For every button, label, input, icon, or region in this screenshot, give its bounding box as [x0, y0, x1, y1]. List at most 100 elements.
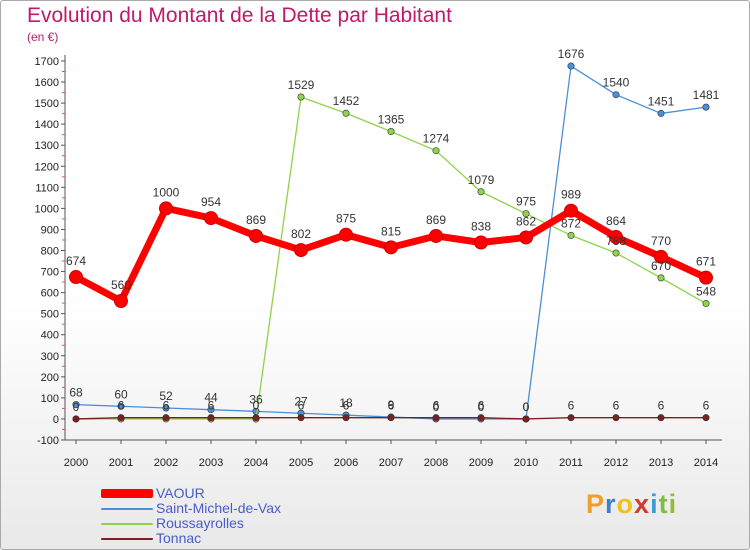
data-point [162, 404, 170, 412]
series-line-roussayrolles [75, 96, 707, 420]
data-label: 6 [433, 399, 440, 413]
data-label: 548 [696, 285, 716, 299]
data-point [522, 415, 530, 423]
y-tick-label: 400 [41, 330, 59, 342]
legend-swatch [101, 489, 153, 498]
proxiti-logo: Proxiti [586, 489, 677, 520]
x-tick-label: 2006 [334, 457, 358, 469]
data-point [69, 270, 83, 285]
y-tick-label: 900 [41, 224, 59, 236]
logo-letter: x [634, 489, 651, 519]
legend-swatch [101, 522, 153, 525]
data-label: 838 [471, 219, 491, 233]
data-label: 6 [658, 399, 665, 413]
y-tick-label: 100 [41, 393, 59, 405]
data-point [432, 147, 440, 155]
x-tick-label: 2008 [424, 457, 448, 469]
x-tick-label: 2003 [199, 457, 223, 469]
data-label: 6 [478, 399, 485, 413]
data-label: 0 [433, 400, 440, 414]
logo-letter: i [668, 489, 678, 519]
x-tick-label: 2012 [604, 457, 628, 469]
logo-letter: t [658, 489, 669, 519]
data-point [117, 402, 125, 410]
data-point [207, 406, 215, 414]
data-label: 9 [388, 398, 395, 412]
legend-label: VAOUR [156, 485, 205, 501]
data-point [387, 128, 395, 136]
data-label: 869 [426, 213, 446, 227]
logo-letter: o [616, 489, 635, 519]
y-tick-label: 600 [41, 288, 59, 300]
y-tick-label: 800 [41, 246, 59, 258]
legend-swatch [101, 507, 153, 510]
data-point [432, 414, 440, 422]
data-point [114, 294, 128, 309]
data-label: 1079 [468, 173, 495, 187]
data-point [567, 62, 575, 70]
data-label: 1540 [603, 76, 630, 90]
data-label: 560 [111, 278, 131, 292]
data-label: 6 [613, 399, 620, 413]
y-tick-label: 1200 [35, 161, 59, 173]
data-label: 6 [208, 399, 215, 413]
data-label: 1529 [288, 78, 315, 92]
data-label: 60 [114, 387, 128, 401]
x-tick-label: 2013 [649, 457, 673, 469]
y-tick-label: 1400 [35, 119, 59, 131]
data-label: 872 [561, 216, 581, 230]
data-label: 6 [298, 399, 305, 413]
y-tick-label: 500 [41, 309, 59, 321]
data-point [342, 414, 350, 422]
data-label: 68 [69, 386, 83, 400]
data-label: 27 [294, 394, 308, 408]
data-point [567, 414, 575, 422]
data-label: 802 [291, 227, 311, 241]
data-label: 36 [249, 392, 263, 406]
y-tick-label: 300 [41, 351, 59, 363]
data-point [339, 227, 353, 242]
data-label: 0 [523, 400, 530, 414]
x-tick-label: 2007 [379, 457, 403, 469]
data-point [612, 91, 620, 99]
x-tick-label: 2002 [154, 457, 178, 469]
data-point [294, 243, 308, 258]
data-label: 864 [606, 214, 626, 228]
data-point [477, 414, 485, 422]
data-point [657, 274, 665, 282]
data-point [159, 201, 173, 216]
data-label: 0 [253, 399, 260, 413]
y-tick-label: 1500 [35, 98, 59, 110]
data-label: 1452 [333, 94, 360, 108]
data-label: 1451 [648, 94, 675, 108]
data-point [429, 228, 443, 243]
y-tick-label: 1000 [35, 203, 59, 215]
y-tick-label: 200 [41, 372, 59, 384]
data-label: 6 [703, 399, 710, 413]
data-label: 670 [651, 259, 671, 273]
data-label: 44 [204, 391, 218, 405]
data-point [564, 203, 578, 218]
legend-item: Saint-Michel-de-Vax [101, 501, 281, 516]
data-point [342, 109, 350, 117]
data-point [702, 103, 710, 111]
logo-letter: P [586, 489, 606, 519]
data-point [567, 231, 575, 239]
data-label: 975 [516, 195, 536, 209]
x-tick-label: 2005 [289, 457, 313, 469]
data-point [657, 414, 665, 422]
chart-title: Evolution du Montant de la Dette par Hab… [27, 4, 452, 27]
data-point [702, 300, 710, 308]
data-point [522, 210, 530, 218]
data-label: 954 [201, 195, 221, 209]
data-label: 1000 [153, 185, 180, 199]
x-tick-label: 2004 [244, 457, 268, 469]
data-label: 788 [606, 234, 626, 248]
data-point [657, 109, 665, 117]
data-label: 6 [388, 399, 395, 413]
x-tick-label: 2009 [469, 457, 493, 469]
data-label: 1676 [558, 47, 585, 61]
data-label: 52 [159, 389, 173, 403]
